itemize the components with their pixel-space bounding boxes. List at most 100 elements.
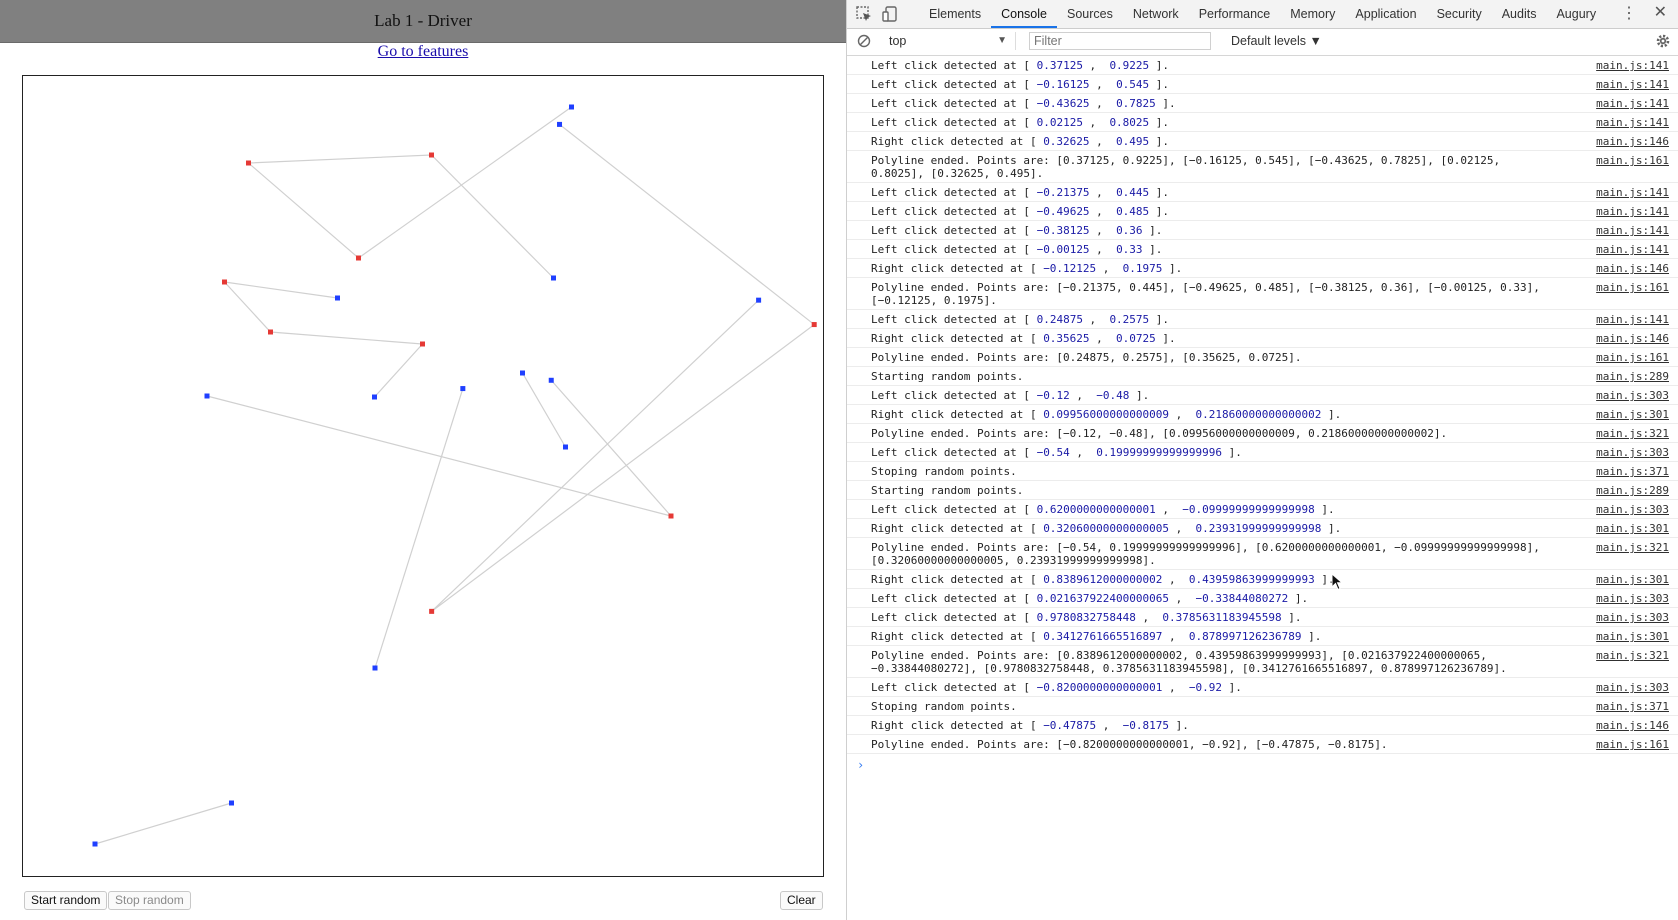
console-source-link[interactable]: main.js:141 [1596, 224, 1669, 237]
console-source-link[interactable]: main.js:371 [1596, 465, 1669, 478]
tab-console[interactable]: Console [991, 0, 1057, 28]
console-source-link[interactable]: main.js:141 [1596, 243, 1669, 256]
console-source-link[interactable]: main.js:289 [1596, 484, 1669, 497]
console-source-link[interactable]: main.js:161 [1596, 738, 1669, 751]
console-number: 0.9780832758448 [1036, 611, 1136, 624]
console-number: −0.54 [1036, 446, 1070, 459]
console-message-text: Left click detected at [ −0.12 , −0.48 ]… [871, 389, 1150, 402]
console-number: 0.02125 [1036, 116, 1083, 129]
console-number: −0.8200000000000001 [1036, 681, 1163, 694]
console-source-link[interactable]: main.js:301 [1596, 522, 1669, 535]
stop-random-button[interactable]: Stop random [108, 891, 191, 910]
tab-security[interactable]: Security [1436, 7, 1482, 21]
clear-console-icon[interactable] [857, 34, 871, 48]
console-message: Left click detected at [ 0.02125 , 0.802… [847, 113, 1678, 132]
console-message-text: Starting random points. [871, 484, 1024, 497]
console-number: 0.878997126236789 [1188, 630, 1302, 643]
console-message: Right click detected at [ 0.320600000000… [847, 519, 1678, 538]
console-message: Polyline ended. Points are: [−0.12, −0.4… [847, 424, 1678, 443]
context-selector[interactable]: top ▼ [883, 32, 1016, 50]
point-marker-16 [548, 377, 554, 383]
console-source-link[interactable]: main.js:146 [1596, 262, 1669, 275]
mouse-cursor-icon [1331, 573, 1343, 591]
console-number: 0.495 [1116, 135, 1150, 148]
console-message: Left click detected at [ −0.49625 , 0.48… [847, 202, 1678, 221]
tab-augury[interactable]: Augury [1556, 7, 1597, 21]
console-source-link[interactable]: main.js:146 [1596, 719, 1669, 732]
console-prompt[interactable]: › [857, 758, 865, 772]
console-source-link[interactable]: main.js:146 [1596, 135, 1669, 148]
console-message-text: Polyline ended. Points are: [−0.12, −0.4… [871, 427, 1448, 440]
console-source-link[interactable]: main.js:371 [1596, 700, 1669, 713]
console-message: Polyline ended. Points are: [−0.21375, 0… [847, 278, 1678, 310]
tab-application[interactable]: Application [1355, 7, 1417, 21]
console-source-link[interactable]: main.js:141 [1596, 59, 1669, 72]
point-marker-17 [756, 297, 762, 303]
point-marker-5 [335, 295, 340, 301]
console-source-link[interactable]: main.js:321 [1596, 541, 1669, 554]
console-source-link[interactable]: main.js:301 [1596, 573, 1669, 586]
close-icon[interactable]: ✕ [1653, 4, 1667, 21]
console-message-text: Left click detected at [ −0.43625 , 0.78… [871, 97, 1176, 110]
console-source-link[interactable]: main.js:303 [1596, 446, 1669, 459]
console-source-link[interactable]: main.js:303 [1596, 592, 1669, 605]
console-source-link[interactable]: main.js:141 [1596, 313, 1669, 326]
console-number: 0.021637922400000065 [1036, 592, 1170, 605]
point-marker-21 [92, 841, 98, 847]
console-source-link[interactable]: main.js:303 [1596, 611, 1669, 624]
clear-button[interactable]: Clear [780, 891, 823, 910]
console-message: Left click detected at [ −0.43625 , 0.78… [847, 94, 1678, 113]
console-number: −0.21375 [1036, 186, 1090, 199]
console-number: 0.1975 [1122, 262, 1163, 275]
console-number: 0.445 [1116, 186, 1150, 199]
console-message: Left click detected at [ −0.820000000000… [847, 678, 1678, 697]
device-toggle-icon[interactable] [881, 5, 899, 23]
start-random-button[interactable]: Start random [24, 891, 108, 910]
console-number: 0.2575 [1109, 313, 1150, 326]
console-number: 0.545 [1116, 78, 1150, 91]
point-marker-2 [246, 160, 251, 166]
console-source-link[interactable]: main.js:161 [1596, 281, 1669, 294]
console-message-text: Left click detected at [ −0.820000000000… [871, 681, 1242, 694]
tab-elements[interactable]: Elements [929, 7, 982, 21]
console-source-link[interactable]: main.js:303 [1596, 503, 1669, 516]
console-source-link[interactable]: main.js:141 [1596, 186, 1669, 199]
tab-memory[interactable]: Memory [1290, 7, 1336, 21]
console-source-link[interactable]: main.js:303 [1596, 681, 1669, 694]
console-source-link[interactable]: main.js:321 [1596, 427, 1669, 440]
console-number: 0.6200000000000001 [1036, 503, 1156, 516]
settings-icon[interactable] [1655, 33, 1671, 49]
console-source-link[interactable]: main.js:141 [1596, 97, 1669, 110]
tab-sources[interactable]: Sources [1066, 7, 1113, 21]
console-source-link[interactable]: main.js:161 [1596, 351, 1669, 364]
console-message: Right click detected at [ 0.35625 , 0.07… [847, 329, 1678, 348]
console-source-link[interactable]: main.js:289 [1596, 370, 1669, 383]
console-source-link[interactable]: main.js:303 [1596, 389, 1669, 402]
drawing-canvas[interactable] [22, 75, 824, 877]
console-message: Right click detected at [ 0.32625 , 0.49… [847, 132, 1678, 151]
console-source-link[interactable]: main.js:141 [1596, 78, 1669, 91]
console-number: 0.8389612000000002 [1043, 573, 1163, 586]
tab-network[interactable]: Network [1132, 7, 1179, 21]
polyline-0 [246, 106, 572, 279]
console-number: 0.37125 [1036, 59, 1083, 72]
console-source-link[interactable]: main.js:301 [1596, 630, 1669, 643]
console-message: Left click detected at [ −0.16125 , 0.54… [847, 75, 1678, 94]
console-message-text: Left click detected at [ 0.24875 , 0.257… [871, 313, 1170, 326]
console-source-link[interactable]: main.js:161 [1596, 154, 1669, 167]
filter-input[interactable] [1029, 32, 1211, 50]
inspect-icon[interactable] [855, 5, 873, 23]
console-source-link[interactable]: main.js:146 [1596, 332, 1669, 345]
console-source-link[interactable]: main.js:321 [1596, 649, 1669, 662]
console-source-link[interactable]: main.js:301 [1596, 408, 1669, 421]
console-message: Polyline ended. Points are: [−0.82000000… [847, 735, 1678, 754]
tab-performance[interactable]: Performance [1198, 7, 1271, 21]
console-source-link[interactable]: main.js:141 [1596, 205, 1669, 218]
context-value: top [889, 34, 907, 48]
features-link[interactable]: Go to features [377, 43, 469, 60]
devtools-tabbar: Elements Console Sources Network Performance… [847, 0, 1678, 29]
console-source-link[interactable]: main.js:141 [1596, 116, 1669, 129]
kebab-menu-icon[interactable]: ⋮ [1621, 5, 1637, 22]
log-levels-dropdown[interactable]: Default levels ▼ [1231, 34, 1322, 48]
tab-audits[interactable]: Audits [1501, 7, 1537, 21]
